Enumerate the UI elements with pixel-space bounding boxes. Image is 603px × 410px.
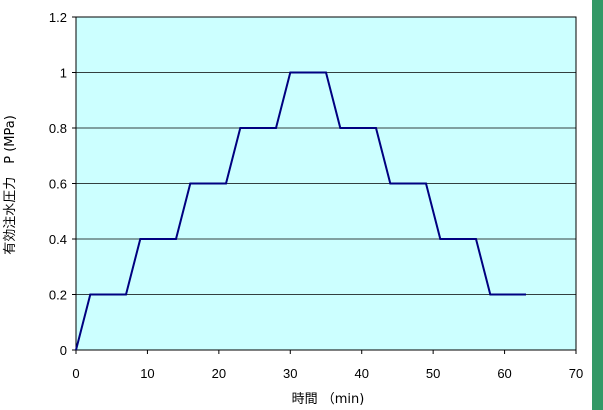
y-tick-label: 0.6: [49, 177, 67, 192]
y-axis-title: 有効注水圧力 P (MPa): [3, 115, 18, 255]
y-axis: 0 0.2 0.4 0.6 0.8 1 1.2: [49, 10, 76, 358]
x-axis-title: 時間 （min): [292, 392, 365, 407]
x-tick-label: 0: [72, 366, 79, 381]
x-tick-label: 30: [283, 366, 297, 381]
x-tick-label: 10: [140, 366, 154, 381]
y-tick-label: 1.2: [49, 10, 67, 25]
y-tick-label: 1: [60, 66, 67, 81]
x-tick-label: 20: [212, 366, 226, 381]
x-tick-label: 40: [354, 366, 368, 381]
y-tick-label: 0.2: [49, 288, 67, 303]
y-tick-label: 0.8: [49, 121, 67, 136]
pressure-series-line: [75, 71, 526, 351]
right-side-bar: [592, 0, 603, 410]
x-axis: 0 10 20 30 40 50 60 70: [72, 350, 583, 381]
x-tick-label: 60: [497, 366, 511, 381]
y-tick-label: 0: [60, 343, 67, 358]
y-tick-label: 0.4: [49, 232, 67, 247]
x-tick-label: 70: [569, 366, 583, 381]
x-tick-label: 50: [426, 366, 440, 381]
